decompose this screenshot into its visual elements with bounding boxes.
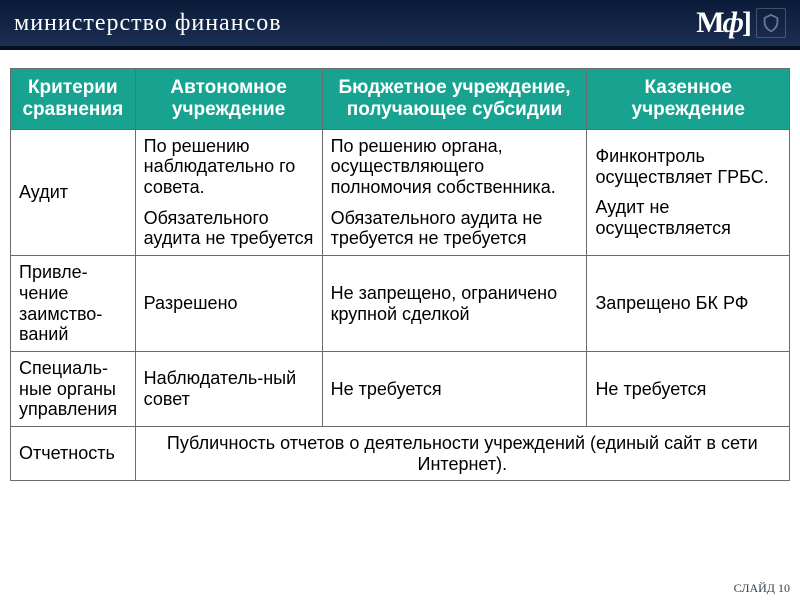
table-row: Привле-чение заимство-ваний Разрешено Не… [11,256,790,352]
table-row: Аудит По решению наблюдательно го совета… [11,129,790,255]
slide-content: Критерии сравнения Автономное учреждение… [0,50,800,481]
logo-bracket: ] [742,6,750,39]
cell-criterion: Аудит [11,129,136,255]
logo-letter-m: М [696,6,722,39]
cell-merged: Публичность отчетов о деятельности учреж… [135,426,789,480]
table-row: Отчетность Публичность отчетов о деятель… [11,426,790,480]
logo-text: Мф] [696,6,750,40]
cell-paragraph: Аудит не осуществляется [595,197,781,238]
cell-paragraph: Обязательного аудита не требуется не тре… [331,208,579,249]
cell-criterion: Отчетность [11,426,136,480]
cell-autonomous: Наблюдатель-ный совет [135,351,322,426]
cell-paragraph: По решению органа, осуществляющего полно… [331,136,579,198]
cell-criterion: Привле-чение заимство-ваний [11,256,136,352]
table-row: Специаль-ные органы управления Наблюдате… [11,351,790,426]
cell-paragraph: Финконтроль осуществляет ГРБС. [595,146,781,187]
cell-treasury: Финконтроль осуществляет ГРБС. Аудит не … [587,129,790,255]
cell-criterion: Специаль-ные органы управления [11,351,136,426]
cell-treasury: Запрещено БК РФ [587,256,790,352]
cell-autonomous: По решению наблюдательно го совета. Обяз… [135,129,322,255]
cell-budget: Не требуется [322,351,587,426]
cell-autonomous: Разрешено [135,256,322,352]
table-header-row: Критерии сравнения Автономное учреждение… [11,69,790,130]
slide-number: СЛАЙД 10 [734,581,790,596]
cell-paragraph: По решению наблюдательно го совета. [144,136,314,198]
cell-treasury: Не требуется [587,351,790,426]
col-header-budget: Бюджетное учреждение, получающее субсиди… [322,69,587,130]
cell-paragraph: Обязательного аудита не требуется [144,208,314,249]
header-logo: Мф] [696,6,786,40]
header-title: министерство финансов [14,10,282,37]
col-header-autonomous: Автономное учреждение [135,69,322,130]
emblem-icon [756,8,786,38]
comparison-table: Критерии сравнения Автономное учреждение… [10,68,790,481]
col-header-treasury: Казенное учреждение [587,69,790,130]
logo-letter-f: ф [723,6,742,39]
cell-budget: Не запрещено, ограничено крупной сделкой [322,256,587,352]
col-header-criteria: Критерии сравнения [11,69,136,130]
cell-budget: По решению органа, осуществляющего полно… [322,129,587,255]
app-header: министерство финансов Мф] [0,0,800,50]
